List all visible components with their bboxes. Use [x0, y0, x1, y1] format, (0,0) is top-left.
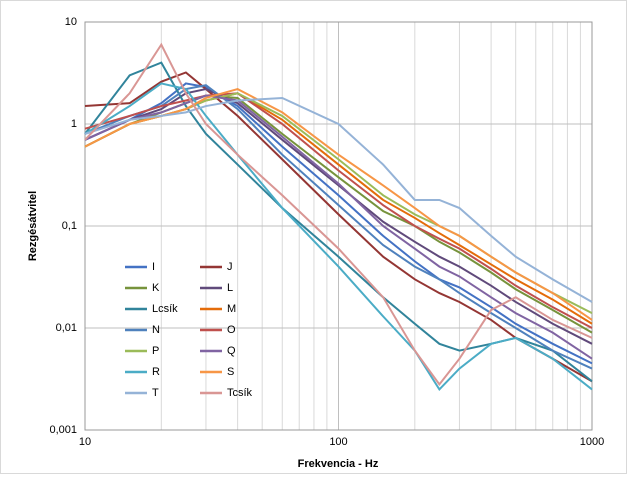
series-line	[84, 88, 593, 321]
legend-label: Q	[227, 345, 236, 357]
x-axis-label: Frekvencia - Hz	[298, 458, 379, 470]
legend-label: Lcsík	[152, 303, 178, 315]
x-tick-label: 1000	[580, 436, 604, 448]
legend-label: Tcsík	[227, 387, 253, 399]
plot-border	[84, 21, 593, 431]
legend-label: M	[227, 303, 236, 315]
legend-label: L	[227, 282, 233, 294]
series-line	[84, 82, 593, 365]
series-line	[84, 94, 593, 360]
series-line	[84, 92, 593, 329]
legend-label: P	[152, 345, 159, 357]
series-line	[84, 84, 593, 370]
legend-label: J	[227, 261, 233, 273]
legend-label: K	[152, 282, 160, 294]
series-line	[84, 82, 593, 392]
legend-label: I	[152, 261, 155, 273]
x-tick-label: 100	[329, 436, 347, 448]
y-tick-label: 1	[71, 118, 77, 130]
y-tick-label: 0,1	[62, 220, 77, 232]
y-tick-label: 10	[65, 16, 77, 28]
legend-label: S	[227, 366, 234, 378]
legend-label: T	[152, 387, 159, 399]
y-tick-label: 0,001	[49, 424, 77, 436]
series-line	[84, 96, 593, 303]
y-tick-label: 0,01	[56, 322, 77, 334]
y-axis-label: Rezgésátvitel	[27, 191, 39, 261]
legend-label: N	[152, 324, 160, 336]
legend-label: R	[152, 366, 160, 378]
series-line	[84, 42, 593, 387]
series-line	[84, 71, 593, 383]
legend-label: O	[227, 324, 236, 336]
x-tick-label: 10	[79, 436, 91, 448]
